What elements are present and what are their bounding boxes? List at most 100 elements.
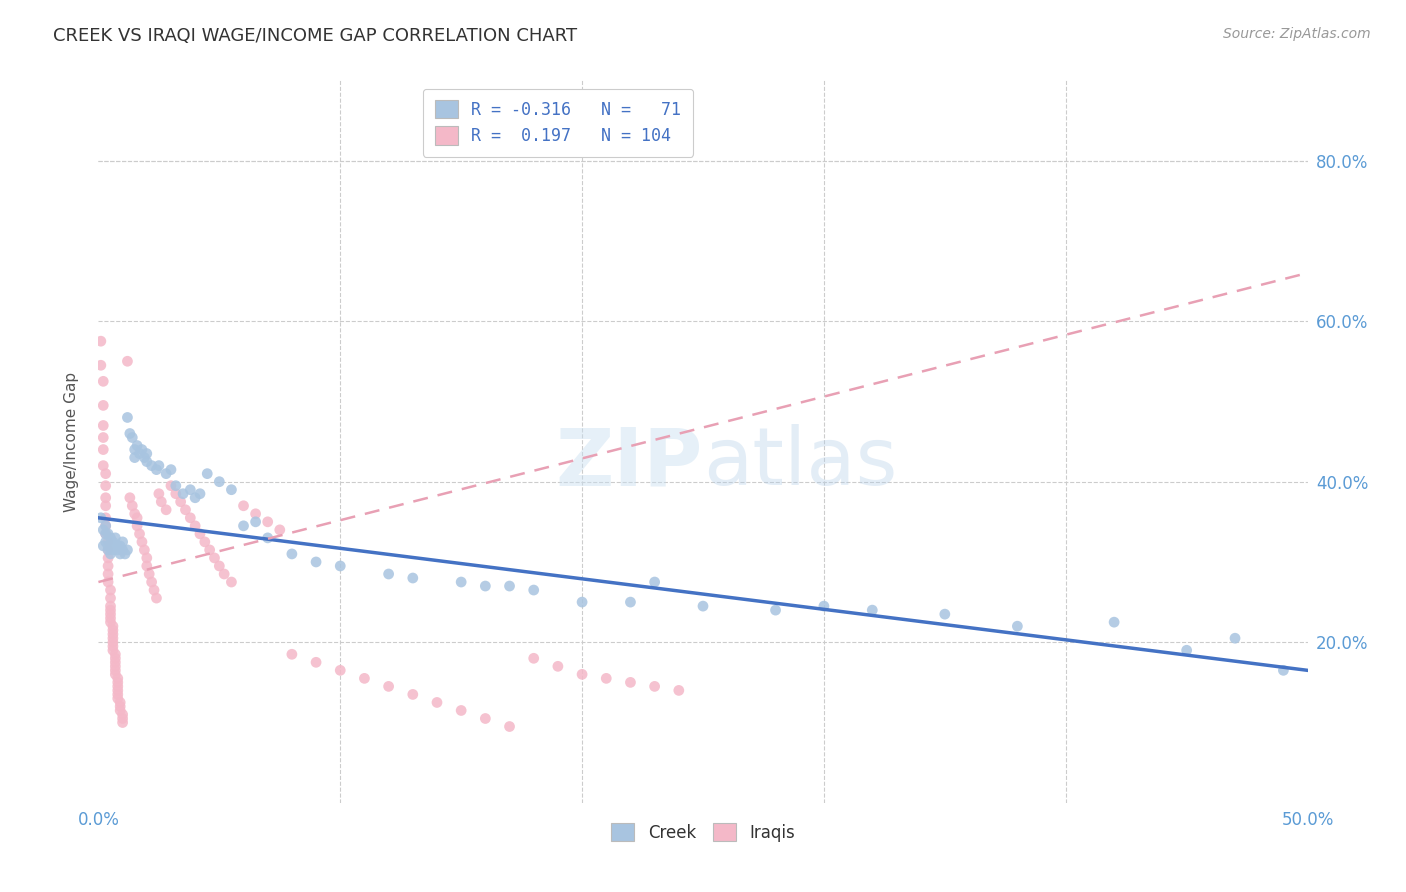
- Point: [94, 478, 117, 492]
- Point: [1007, 619, 1029, 633]
- Point: [813, 599, 835, 614]
- Point: [426, 696, 449, 710]
- Point: [117, 410, 139, 425]
- Point: [692, 599, 714, 614]
- Point: [547, 659, 569, 673]
- Point: [97, 542, 120, 557]
- Point: [377, 567, 399, 582]
- Point: [94, 491, 117, 505]
- Point: [1102, 615, 1125, 630]
- Point: [644, 574, 666, 589]
- Point: [127, 510, 149, 524]
- Point: [108, 696, 131, 710]
- Point: [100, 599, 122, 614]
- Point: [118, 426, 141, 441]
- Point: [148, 486, 170, 500]
- Point: [101, 627, 124, 641]
- Point: [160, 462, 183, 476]
- Point: [108, 703, 131, 717]
- Point: [188, 526, 211, 541]
- Point: [128, 526, 150, 541]
- Point: [121, 430, 143, 444]
- Point: [305, 555, 328, 569]
- Point: [104, 648, 127, 662]
- Text: ZIP: ZIP: [555, 425, 703, 502]
- Point: [104, 539, 127, 553]
- Point: [108, 539, 131, 553]
- Point: [100, 531, 122, 545]
- Point: [402, 687, 425, 701]
- Point: [107, 683, 129, 698]
- Point: [100, 583, 122, 598]
- Point: [97, 567, 120, 582]
- Point: [141, 574, 163, 589]
- Point: [245, 507, 267, 521]
- Point: [232, 499, 254, 513]
- Point: [101, 632, 124, 646]
- Point: [860, 603, 883, 617]
- Point: [1272, 664, 1295, 678]
- Point: [402, 571, 425, 585]
- Point: [256, 515, 278, 529]
- Point: [111, 712, 134, 726]
- Point: [107, 691, 129, 706]
- Point: [111, 534, 134, 549]
- Point: [221, 483, 243, 497]
- Point: [523, 651, 546, 665]
- Point: [245, 515, 267, 529]
- Point: [256, 531, 278, 545]
- Point: [107, 687, 129, 701]
- Point: [765, 603, 787, 617]
- Point: [124, 507, 146, 521]
- Point: [101, 639, 124, 653]
- Point: [174, 502, 197, 516]
- Point: [498, 579, 520, 593]
- Point: [101, 534, 124, 549]
- Point: [117, 542, 139, 557]
- Point: [100, 615, 122, 630]
- Point: [150, 494, 173, 508]
- Point: [100, 611, 122, 625]
- Point: [644, 680, 666, 694]
- Point: [135, 446, 157, 460]
- Point: [101, 643, 124, 657]
- Point: [208, 558, 231, 574]
- Point: [450, 574, 472, 589]
- Point: [94, 467, 117, 481]
- Point: [97, 574, 120, 589]
- Point: [141, 458, 163, 473]
- Point: [91, 523, 114, 537]
- Point: [94, 518, 117, 533]
- Point: [94, 510, 117, 524]
- Point: [104, 651, 127, 665]
- Point: [135, 550, 157, 566]
- Point: [269, 523, 291, 537]
- Point: [124, 450, 146, 465]
- Point: [117, 354, 139, 368]
- Point: [1223, 632, 1246, 646]
- Point: [571, 595, 593, 609]
- Point: [97, 526, 120, 541]
- Point: [118, 491, 141, 505]
- Point: [90, 358, 112, 372]
- Point: [131, 442, 153, 457]
- Point: [114, 547, 136, 561]
- Point: [101, 635, 124, 649]
- Point: [91, 458, 114, 473]
- Point: [94, 526, 117, 541]
- Point: [188, 486, 211, 500]
- Point: [134, 542, 156, 557]
- Point: [194, 534, 217, 549]
- Point: [619, 595, 641, 609]
- Point: [474, 712, 496, 726]
- Point: [305, 655, 328, 669]
- Point: [91, 442, 114, 457]
- Point: [90, 510, 112, 524]
- Point: [104, 531, 127, 545]
- Point: [91, 398, 114, 412]
- Point: [155, 502, 177, 516]
- Point: [91, 539, 114, 553]
- Point: [94, 534, 117, 549]
- Point: [619, 675, 641, 690]
- Point: [100, 591, 122, 605]
